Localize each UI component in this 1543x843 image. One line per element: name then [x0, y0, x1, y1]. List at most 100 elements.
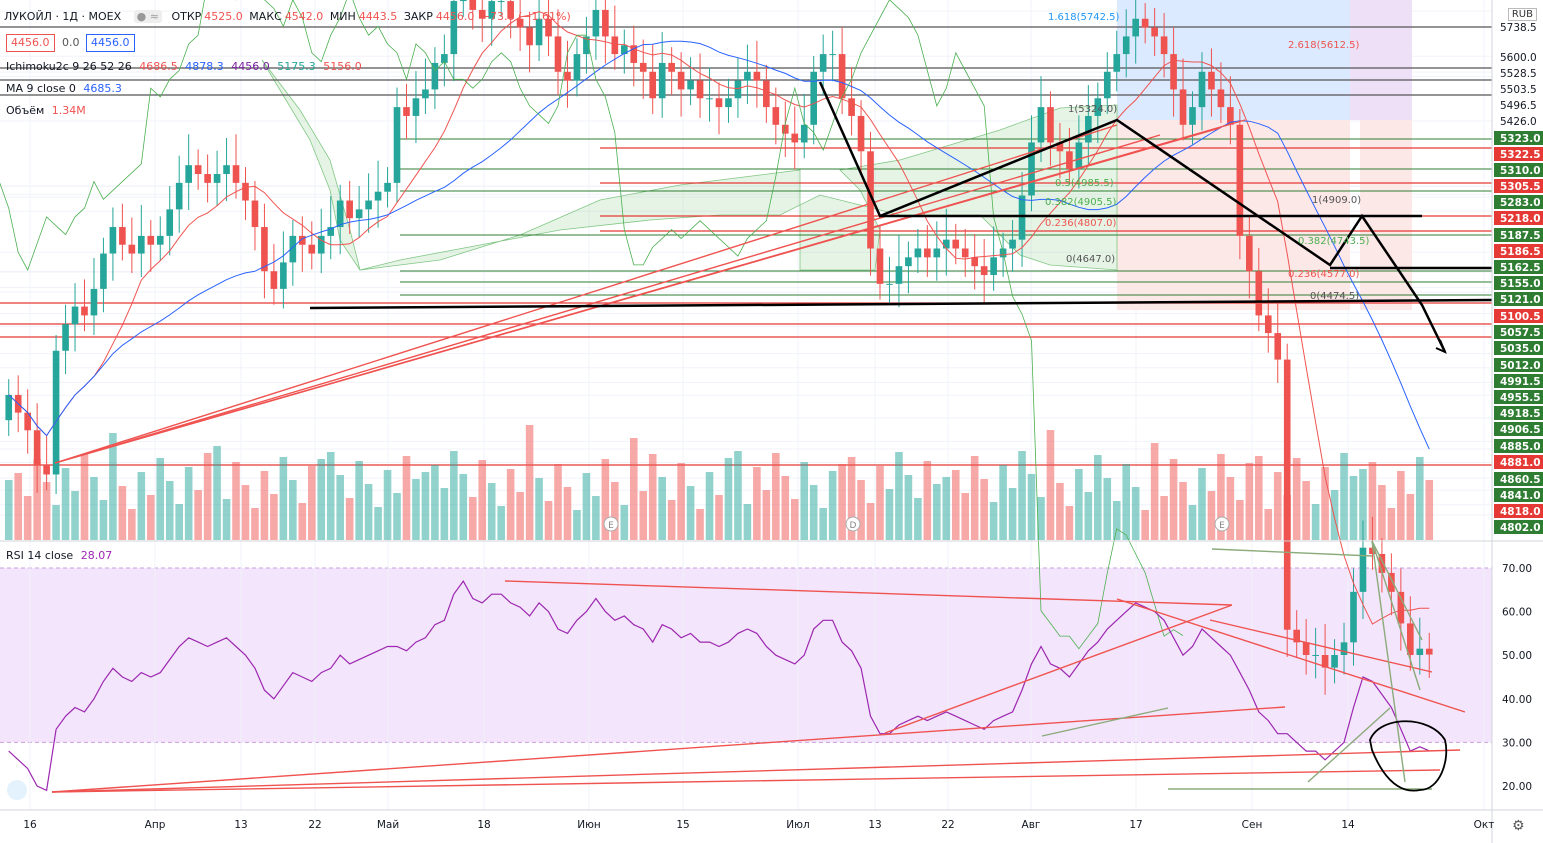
- time-axis-label-14: 14: [1341, 819, 1355, 831]
- candle-body: [933, 248, 941, 258]
- candle-body: [270, 271, 278, 289]
- ma-legend[interactable]: MA 9 close 0 4685.3: [6, 82, 122, 95]
- candle-body: [535, 18, 543, 46]
- rsi-legend[interactable]: RSI 14 close 28.07: [6, 549, 112, 562]
- price-axis-bg-13: [1494, 244, 1543, 258]
- ichimoku-v1: 4686.5: [139, 60, 178, 73]
- volume-bar: [61, 468, 70, 540]
- candle: [1084, 85, 1093, 540]
- arrow-head: [1435, 339, 1447, 354]
- candle-body: [62, 324, 69, 351]
- price-axis-bg-7: [1494, 147, 1543, 161]
- candle: [478, 0, 487, 540]
- volume-bar: [90, 477, 98, 540]
- price-axis-label-29: 4818.0: [1500, 506, 1541, 518]
- candle-body: [5, 394, 13, 421]
- candle: [1018, 172, 1026, 540]
- low-label: МИН: [329, 10, 356, 23]
- volume-bar: [383, 470, 392, 540]
- candle-body: [1047, 107, 1054, 143]
- fib-label-1: 2.618(5612.5): [1288, 40, 1360, 51]
- volume-bar: [1094, 455, 1102, 540]
- price-axis-bg-12: [1494, 228, 1543, 242]
- rsi-trend-6: [884, 604, 1233, 734]
- settings-gear-icon[interactable]: ⚙: [1512, 818, 1525, 834]
- candle-body: [1407, 623, 1414, 655]
- candle: [1160, 13, 1168, 540]
- candle: [1150, 8, 1159, 540]
- rsi-green-line-2: [1211, 548, 1373, 557]
- candle-body: [119, 227, 126, 245]
- candle-body: [677, 71, 685, 90]
- candle-body: [213, 174, 221, 183]
- candle-body: [1179, 89, 1187, 125]
- price-axis-bg-9: [1494, 179, 1543, 193]
- candle: [260, 203, 269, 540]
- event-marker-text-1: D: [850, 521, 857, 531]
- volume-bar: [1226, 477, 1235, 540]
- price-axis-bg-27: [1494, 472, 1543, 486]
- candle-body: [346, 200, 353, 219]
- volume-bar: [838, 464, 846, 540]
- ichimoku-v3: 4456.0: [231, 60, 270, 73]
- candle-body: [1264, 315, 1272, 334]
- candle: [573, 38, 581, 540]
- candle-body: [175, 182, 183, 210]
- volume-bar: [724, 458, 733, 540]
- volume-bar: [639, 491, 648, 540]
- candle-body: [81, 306, 88, 316]
- candle-body: [459, 0, 467, 2]
- volume-bar: [298, 503, 307, 540]
- volume-bar: [1368, 462, 1377, 540]
- ask-box[interactable]: 4456.0: [86, 34, 135, 52]
- candle-body: [1037, 107, 1045, 143]
- volume-bar: [762, 490, 771, 540]
- ichimoku-legend[interactable]: Ichimoku2c 9 26 52 26 4686.5 4878.3 4456…: [6, 60, 362, 73]
- candle-body: [639, 62, 647, 72]
- volume-bar: [450, 451, 458, 540]
- candle-body: [620, 45, 628, 55]
- price-axis-bg-26: [1494, 455, 1543, 469]
- volume-bar: [563, 487, 572, 540]
- trend-red-0: [54, 124, 1118, 464]
- price-axis-bg-29: [1494, 504, 1543, 518]
- volume-bar: [147, 495, 155, 540]
- volume-bar: [279, 457, 288, 540]
- fib-label-3: 0.5(4985.5): [1055, 178, 1114, 189]
- volume-bar: [1236, 500, 1244, 540]
- rsi-trend-3: [504, 580, 1233, 606]
- compare-icons[interactable]: ● ≈: [133, 10, 162, 23]
- candle-body: [810, 71, 818, 125]
- volume-bar: [251, 508, 259, 540]
- candle: [175, 155, 183, 540]
- candle: [497, 0, 505, 540]
- candle-body: [1189, 107, 1196, 125]
- candle-body: [744, 71, 751, 81]
- volume-bar: [222, 499, 231, 540]
- candle: [1046, 91, 1055, 540]
- bid-box[interactable]: 4456.0: [6, 34, 55, 52]
- volume-bar: [582, 473, 591, 540]
- rsi-axis-label-0: 70.00: [1502, 563, 1532, 575]
- volume-bar: [1207, 491, 1216, 540]
- candle-body: [1246, 235, 1253, 272]
- candle: [222, 138, 231, 540]
- time-axis-label-5: 18: [477, 819, 490, 831]
- candle: [487, 0, 496, 540]
- volume-bar: [468, 497, 477, 540]
- candle: [345, 180, 354, 540]
- fib-label-9: 0.236(4577.0): [1288, 269, 1360, 280]
- volume-legend[interactable]: Объём 1.34M: [6, 104, 86, 117]
- candle: [1340, 453, 1348, 675]
- price-axis-label-25: 4885.0: [1500, 441, 1541, 453]
- candle-body: [1350, 591, 1357, 643]
- volume-bar: [14, 473, 22, 540]
- currency-badge[interactable]: RUB: [1507, 8, 1537, 21]
- volume-bar: [1075, 469, 1083, 540]
- volume-bar: [137, 472, 146, 540]
- candle: [629, 25, 638, 540]
- volume-bar: [412, 479, 420, 540]
- candle: [279, 231, 288, 540]
- volume-bar: [819, 508, 827, 540]
